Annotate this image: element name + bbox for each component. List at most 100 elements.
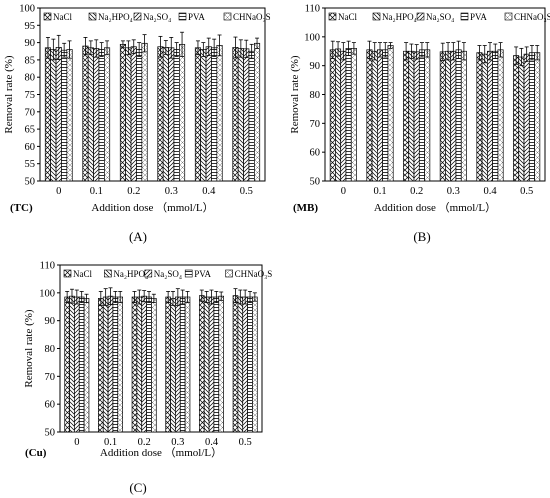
y-tick-label: 85: [25, 55, 36, 66]
x-tick-label: 0.2: [127, 186, 140, 197]
bar: [387, 45, 394, 182]
x-tick-label: 0.1: [90, 186, 103, 197]
y-tick-label: 100: [39, 288, 55, 299]
legend-label: NaCl: [53, 12, 72, 22]
legend-swatch: [43, 12, 52, 21]
bar: [237, 296, 244, 433]
bar: [252, 296, 258, 433]
bar: [165, 296, 171, 433]
legend-swatch: [223, 12, 232, 21]
panel-caption: (C): [129, 480, 146, 495]
bar: [413, 51, 420, 182]
bar: [184, 296, 191, 433]
bar: [476, 52, 483, 182]
bar: [450, 50, 457, 182]
legend-swatch: [504, 12, 513, 21]
x-axis-label: Addition dose （mmol/L）: [100, 446, 222, 459]
bar: [55, 47, 62, 182]
bar: [87, 47, 94, 182]
bar: [350, 48, 357, 182]
bar: [382, 49, 389, 182]
bar: [179, 296, 186, 433]
y-tick-label: 100: [304, 32, 320, 43]
bar: [146, 296, 152, 433]
bar: [377, 49, 383, 182]
y-tick-label: 70: [310, 119, 321, 130]
y-tick-label: 50: [310, 177, 321, 188]
bar: [50, 49, 57, 182]
bar: [131, 296, 138, 433]
x-tick-label: 0.3: [165, 186, 178, 197]
bar: [232, 47, 239, 182]
bar: [199, 295, 205, 433]
bar: [44, 47, 52, 182]
bar: [82, 45, 89, 182]
bar: [366, 49, 373, 182]
bar: [93, 48, 100, 182]
legend-swatch: [144, 269, 153, 278]
x-tick-label: 0.5: [240, 186, 253, 197]
y-tick-label: 55: [25, 159, 36, 170]
y-tick-label: 110: [305, 4, 320, 15]
bar: [455, 49, 462, 182]
bar: [102, 296, 109, 433]
x-tick-label: 0.4: [202, 186, 216, 197]
bar: [175, 296, 181, 433]
y-tick-label: 60: [25, 142, 36, 153]
legend-swatch: [133, 12, 142, 21]
x-tick-label: 0.4: [205, 437, 219, 448]
bar: [248, 50, 255, 182]
bar: [492, 50, 499, 182]
bar: [424, 49, 431, 182]
y-tick-label: 65: [25, 125, 36, 136]
plot-frame: [39, 7, 266, 182]
bar: [78, 296, 85, 433]
bar: [345, 48, 352, 182]
x-tick-label: 0.1: [104, 437, 117, 448]
chart-panel-c: 50 60 70 80 90 100 110 Removal rate (%) 0 0.1 0.2 0…: [23, 261, 272, 496]
legend-label: CHNaO₃S: [235, 269, 273, 279]
y-tick-label: 75: [25, 90, 36, 101]
legend-label: NaCl: [73, 269, 92, 279]
legend-label: CHNaO₃S: [514, 12, 550, 22]
bar: [125, 47, 132, 182]
x-tick-label: 0.3: [447, 186, 460, 197]
legend-label: Na₂HPO₄: [98, 12, 133, 22]
x-tick-label: 0: [56, 186, 61, 197]
bar: [64, 296, 70, 433]
bar: [83, 298, 90, 433]
bar: [119, 43, 127, 182]
bar: [66, 49, 73, 182]
bar: [237, 48, 244, 182]
panel-tag: (MB): [293, 202, 318, 214]
legend-swatch: [416, 12, 425, 21]
bar: [157, 46, 164, 182]
bar: [497, 49, 504, 182]
y-axis-label: Removal rate (%): [3, 55, 15, 134]
bar: [523, 53, 530, 182]
bar: [445, 50, 452, 182]
legend-label: CHNaO₃S: [233, 12, 271, 22]
bar: [487, 50, 493, 182]
bar: [211, 47, 218, 182]
bar: [61, 49, 68, 182]
y-tick-label: 70: [25, 107, 36, 118]
bar: [151, 298, 157, 433]
y-tick-label: 50: [45, 428, 56, 439]
bar: [213, 296, 220, 433]
legend-label: Na₂SO₄: [154, 269, 182, 279]
bar: [335, 48, 342, 182]
bar: [98, 298, 104, 433]
bar: [247, 296, 253, 433]
bar: [403, 50, 410, 182]
bar: [98, 49, 105, 182]
bar: [460, 50, 467, 182]
y-axis-label: Removal rate (%): [289, 55, 301, 134]
x-tick-label: 0.2: [410, 186, 423, 197]
y-tick-label: 80: [310, 90, 321, 101]
y-tick-label: 50: [25, 177, 36, 188]
bar: [243, 48, 250, 182]
x-tick-label: 0.1: [373, 186, 386, 197]
bar: [216, 45, 223, 182]
bar: [518, 56, 525, 182]
